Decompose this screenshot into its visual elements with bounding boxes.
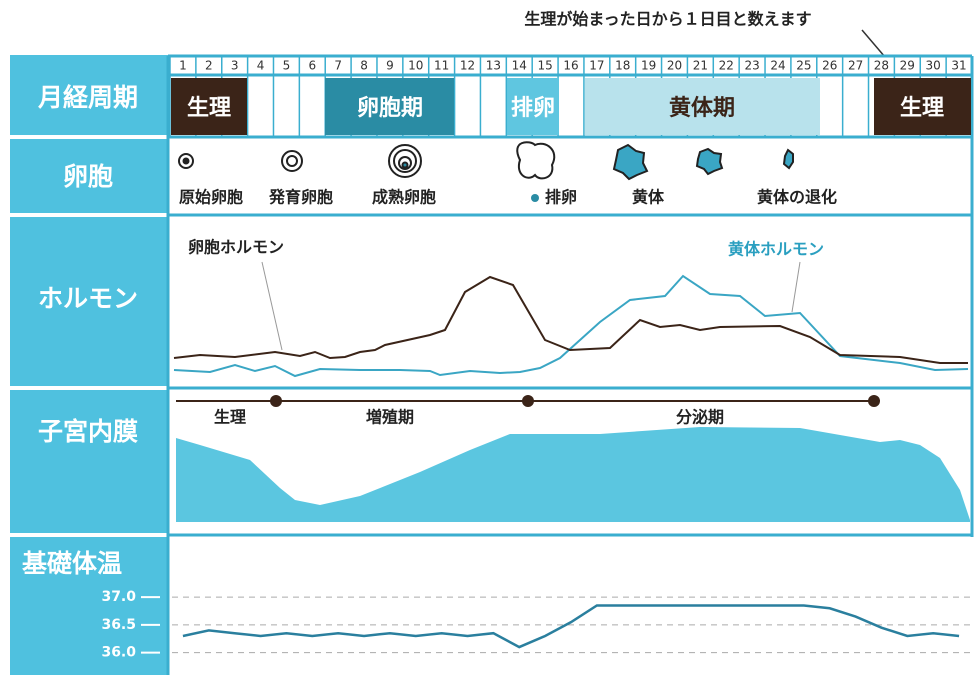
side-column (10, 55, 168, 675)
day-label: 9 (386, 59, 394, 73)
diagram: 生理が始まった日から１日目と数えます 123456789101112131415… (0, 0, 974, 675)
day-label: 7 (334, 59, 342, 73)
phase-label: 生理 (900, 96, 944, 121)
estrogen-curve (174, 277, 968, 363)
day-label: 18 (615, 59, 630, 73)
row-label: 卵胞 (63, 162, 113, 191)
day-label: 6 (308, 59, 316, 73)
day-label: 23 (744, 59, 759, 73)
day-label: 22 (719, 59, 734, 73)
day-label: 31 (951, 59, 966, 73)
day-label: 17 (589, 59, 604, 73)
row-label: 月経周期 (37, 83, 138, 112)
hormone-label: 黄体ホルモン (728, 240, 824, 259)
temperature-chart: 37.0 36.5 36.0 (101, 589, 970, 660)
temperature-line (183, 605, 959, 647)
day-label: 4 (257, 59, 265, 73)
phase-label: 生理 (187, 96, 231, 121)
row-borders (168, 56, 972, 675)
endometrium-label: 増殖期 (366, 408, 414, 427)
follicle-label: 原始卵胞 (179, 188, 243, 207)
endometrium-label: 分泌期 (676, 408, 724, 427)
day-label: 13 (486, 59, 501, 73)
day-label: 28 (874, 59, 889, 73)
follicle-label: 黄体の退化 (757, 188, 837, 207)
day-label: 21 (693, 59, 708, 73)
phase-label: 黄体期 (669, 96, 735, 121)
row-label: 子宮内膜 (38, 417, 138, 446)
day-label: 20 (667, 59, 682, 73)
day-label: 14 (512, 59, 527, 73)
page: {"header_note": "生理が始まった日から１日目と数えます", "d… (0, 0, 974, 675)
day-label: 2 (205, 59, 213, 73)
day-label: 16 (563, 59, 578, 73)
note-leader (862, 30, 885, 57)
day-label: 15 (537, 59, 552, 73)
day-label: 10 (408, 59, 423, 73)
day-label: 19 (641, 59, 656, 73)
y-tick-label: 37.0 (101, 589, 136, 605)
row-label: ホルモン (38, 284, 138, 313)
day-label: 26 (822, 59, 837, 73)
leader (792, 262, 800, 312)
leader (262, 262, 282, 350)
phase-label: 排卵 (511, 96, 555, 121)
day-label: 27 (848, 59, 863, 73)
endometrium-label: 生理 (214, 408, 246, 427)
endometrium-area (176, 427, 970, 522)
follicle-label: 排卵 (545, 188, 577, 207)
y-tick-label: 36.5 (101, 617, 136, 633)
day-label: 8 (360, 59, 368, 73)
follicle-label: 黄体 (632, 188, 665, 207)
day-label: 5 (283, 59, 291, 73)
day-label: 24 (770, 59, 785, 73)
y-tick-label: 36.0 (101, 645, 136, 661)
day-label: 1 (179, 59, 187, 73)
phase-label: 卵胞期 (357, 95, 423, 121)
day-label: 3 (231, 59, 239, 73)
hormone-label: 卵胞ホルモン (188, 238, 284, 257)
row-label: 基礎体温 (22, 549, 122, 578)
progesterone-curve (174, 276, 968, 376)
day-label: 12 (460, 59, 475, 73)
day-label: 25 (796, 59, 811, 73)
header-note: 生理が始まった日から１日目と数えます (524, 10, 811, 29)
day-label: 29 (900, 59, 915, 73)
day-label: 30 (926, 59, 941, 73)
follicle-label: 成熟卵胞 (372, 188, 436, 207)
follicle-label: 発育卵胞 (268, 188, 333, 207)
day-label: 11 (434, 59, 449, 73)
